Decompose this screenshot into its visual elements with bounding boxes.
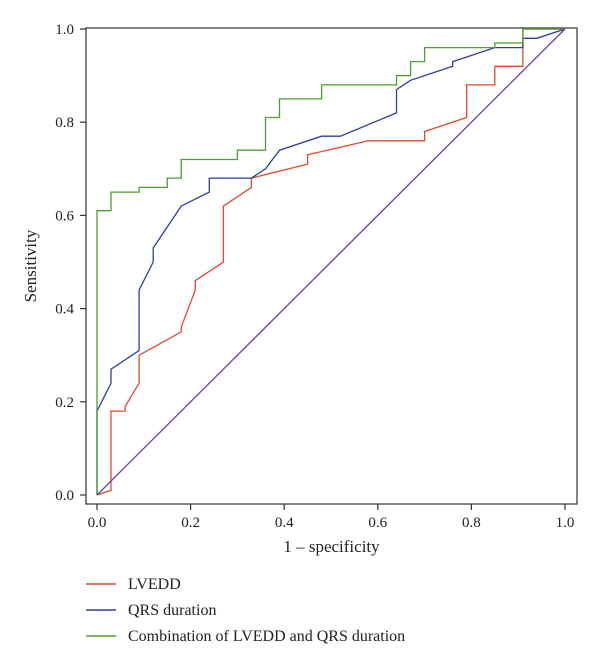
legend-label: Combination of LVEDD and QRS duration [128,628,405,645]
x-tick-label: 0.8 [462,515,481,531]
plot-frame [85,27,578,505]
x-tick-label: 0.0 [88,515,107,531]
legend-item: QRS duration [86,602,216,619]
plot-area [85,27,578,505]
lvedd-roc-line [96,28,565,496]
x-axis-title: 1 – specificity [283,537,380,556]
x-axis: 0.0 0.2 0.4 0.6 0.8 1.0 [88,504,575,531]
x-tick-label: 0.2 [181,515,200,531]
legend-item: LVEDD [86,576,181,593]
y-tick-label: 0.4 [55,302,74,318]
reference-diagonal-line [96,28,566,496]
series-layer [96,28,566,496]
x-tick-label: 1.0 [556,515,575,531]
y-axis: 0.0 0.2 0.4 0.6 0.8 1.0 [55,22,86,504]
y-tick-label: 0.8 [55,115,74,131]
y-axis-title: Sensitivity [21,229,40,302]
y-tick-label: 0.0 [55,488,74,504]
y-tick-label: 1.0 [55,22,74,38]
legend-label: LVEDD [128,576,181,593]
combination-roc-line [96,28,565,495]
legend-item: Combination of LVEDD and QRS duration [86,628,405,645]
qrs-duration-roc-line [96,28,566,495]
y-tick-label: 0.2 [55,395,74,411]
x-tick-label: 0.4 [275,515,294,531]
legend: LVEDD QRS duration Combination of LVEDD an… [86,576,405,645]
legend-label: QRS duration [128,602,216,619]
y-tick-label: 0.6 [55,208,74,224]
x-tick-label: 0.6 [368,515,387,531]
